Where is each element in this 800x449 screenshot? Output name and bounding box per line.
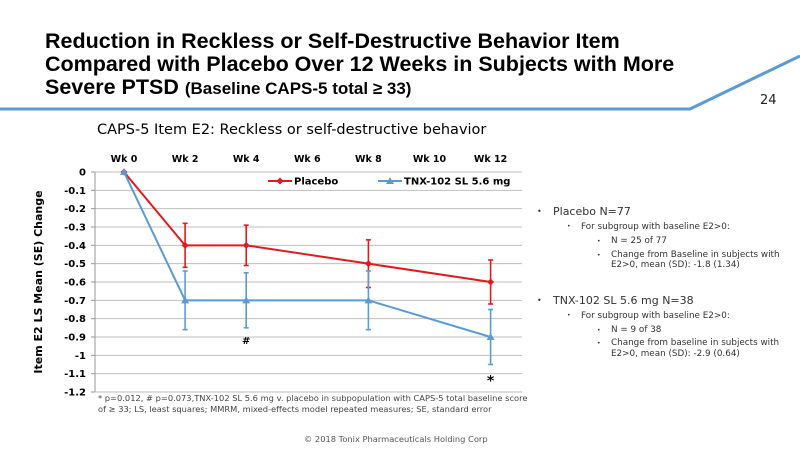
data-point-triangle — [486, 333, 495, 340]
y-tick-label: -0.5 — [64, 259, 86, 270]
data-point-diamond — [181, 241, 189, 249]
y-tick-label: -0.1 — [64, 186, 86, 197]
x-tick-label: Wk 6 — [294, 154, 321, 165]
footnote: * p=0.012, # p=0.073,TNX-102 SL 5.6 mg v… — [98, 393, 528, 414]
x-tick-label: Wk 12 — [474, 154, 507, 165]
group-sub-label-text: For subgroup with baseline E2>0: — [581, 222, 730, 232]
y-tick-label: -0.4 — [64, 241, 86, 252]
group-label-text: Placebo N=77 — [553, 205, 631, 218]
bullet-icon: • — [537, 207, 542, 216]
legend-marker-triangle — [386, 177, 394, 184]
y-axis-label: Item E2 LS Mean (SE) Change — [32, 190, 45, 373]
x-tick-label: Wk 4 — [233, 154, 260, 165]
legend-label: Placebo — [294, 177, 338, 188]
data-point-triangle — [120, 168, 128, 175]
tnx-group: • TNX-102 SL 5.6 mg N=38 • For subgroup wi… — [535, 294, 795, 360]
legend-marker-diamond — [276, 177, 284, 185]
bullet-icon: • — [597, 251, 601, 259]
group-label: • Placebo N=77 — [535, 205, 795, 218]
bullet-icon: • — [567, 311, 571, 319]
y-tick-label: -1 — [75, 351, 86, 362]
group-sub-label: • For subgroup with baseline E2>0: — [535, 311, 795, 321]
y-tick-label: -0.7 — [64, 296, 86, 307]
significance-marker: # — [242, 336, 250, 347]
bullet-icon: • — [597, 238, 601, 245]
group-label-text: TNX-102 SL 5.6 mg N=38 — [553, 293, 694, 307]
group-item: • Change from baseline in subjects with E… — [535, 338, 795, 359]
y-tick-label: -0.9 — [64, 333, 86, 344]
group-item: • N = 9 of 38 — [535, 325, 795, 336]
significance-marker: * — [487, 374, 495, 390]
side-panel: • Placebo N=77 • For subgroup with baselin… — [535, 205, 795, 362]
data-point-triangle — [242, 296, 251, 304]
y-tick-label: -0.6 — [64, 278, 86, 289]
y-tick-label: -1.2 — [64, 388, 86, 399]
y-tick-label: -0.3 — [64, 223, 86, 234]
legend-label: TNX-102 SL 5.6 mg — [404, 177, 510, 188]
y-tick-label: 0 — [79, 168, 86, 179]
y-tick-label: -0.8 — [64, 314, 86, 325]
y-tick-label: -0.2 — [64, 204, 86, 215]
data-point-triangle — [364, 296, 373, 304]
data-point-diamond — [487, 278, 495, 286]
y-tick-label: -1.1 — [64, 369, 86, 380]
group-item: • Change from Baseline in subjects with E… — [535, 250, 795, 271]
group-label: • TNX-102 SL 5.6 mg N=38 — [535, 294, 795, 307]
group-item-text: Change from Baseline in subjects with E2… — [611, 249, 780, 271]
group-item-text: N = 9 of 38 — [611, 324, 662, 335]
data-point-diamond — [364, 260, 372, 268]
x-tick-label: Wk 0 — [111, 154, 138, 165]
copyright: © 2018 Tonix Pharmaceuticals Holding Cor… — [304, 434, 488, 444]
group-item-text: Change from baseline in subjects with E2… — [611, 338, 780, 359]
x-tick-label: Wk 10 — [413, 154, 447, 165]
x-tick-label: Wk 2 — [172, 154, 199, 165]
page-number: 24 — [760, 93, 777, 108]
group-sub-label-text: For subgroup with baseline E2>0: — [581, 310, 730, 321]
bullet-icon: • — [597, 326, 601, 334]
group-item: • N = 25 of 77 — [535, 236, 795, 247]
data-point-diamond — [242, 241, 250, 249]
group-item-text: N = 25 of 77 — [611, 236, 668, 246]
bullet-icon: • — [567, 223, 571, 230]
chart-title: CAPS-5 Item E2: Reckless or self-destruc… — [97, 122, 487, 138]
group-sub-label: • For subgroup with baseline E2>0: — [535, 222, 795, 232]
slide-title: Reduction in Reckless or Self-Destructiv… — [45, 30, 705, 100]
slide-title-main: Reduction in Reckless or Self-Destructiv… — [45, 29, 675, 99]
slide-title-sub: (Baseline CAPS-5 total ≥ 33) — [184, 79, 412, 98]
placebo-group: • Placebo N=77 • For subgroup with baselin… — [535, 205, 795, 271]
data-point-triangle — [181, 296, 190, 304]
x-tick-label: Wk 8 — [355, 154, 382, 165]
bullet-icon: • — [597, 340, 601, 347]
bullet-icon: • — [537, 295, 542, 305]
